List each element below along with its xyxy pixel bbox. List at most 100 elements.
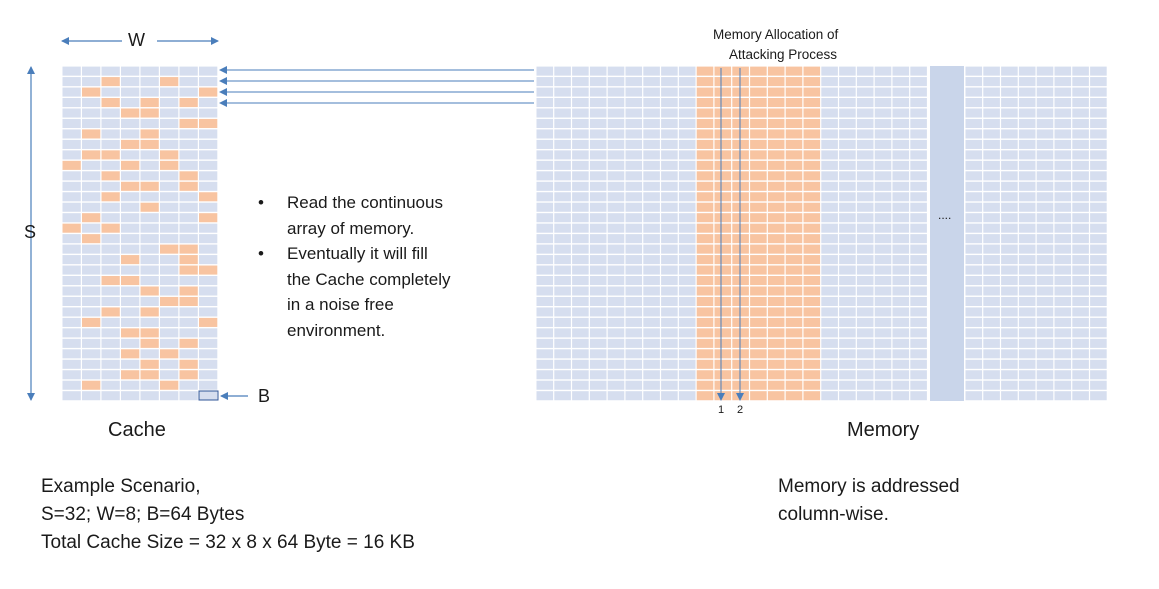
memory-cell-allocated bbox=[803, 118, 821, 129]
cache-cell-occupied bbox=[140, 139, 159, 149]
memory-cell bbox=[874, 328, 892, 338]
cache-cell bbox=[140, 234, 159, 244]
memory-cell bbox=[1018, 213, 1036, 223]
memory-cell-allocated bbox=[785, 150, 803, 160]
cache-cell bbox=[101, 286, 120, 296]
memory-cell bbox=[856, 118, 874, 129]
memory-cell bbox=[1054, 317, 1072, 327]
cache-cell bbox=[62, 349, 81, 359]
cache-cell-occupied bbox=[82, 129, 101, 139]
memory-cell bbox=[821, 192, 838, 202]
memory-addressing-note: Memory is addressed column-wise. bbox=[778, 473, 960, 529]
memory-cell bbox=[1072, 317, 1089, 327]
memory-cell-allocated bbox=[785, 171, 803, 181]
memory-cell bbox=[983, 66, 1000, 76]
memory-cell bbox=[589, 66, 607, 76]
memory-cell bbox=[910, 150, 927, 160]
memory-cell bbox=[910, 213, 927, 223]
memory-cell-allocated bbox=[714, 296, 732, 307]
memory-cell-allocated bbox=[732, 192, 749, 202]
memory-cell-allocated bbox=[803, 286, 821, 296]
memory-cell bbox=[1054, 139, 1072, 149]
memory-cell bbox=[965, 160, 983, 170]
cache-cell-occupied bbox=[82, 234, 101, 244]
memory-cell bbox=[625, 181, 643, 191]
memory-cell bbox=[661, 139, 678, 149]
memory-cell bbox=[572, 317, 589, 327]
memory-cell-allocated bbox=[732, 87, 749, 97]
cache-cell bbox=[62, 391, 81, 401]
memory-cell bbox=[607, 349, 625, 359]
memory-cell bbox=[1001, 129, 1018, 139]
memory-cell bbox=[1036, 255, 1054, 265]
memory-cell bbox=[572, 77, 589, 87]
memory-cell-allocated bbox=[696, 349, 714, 359]
bullet-item: Eventually it will fill the Cache comple… bbox=[258, 241, 498, 343]
memory-cell-allocated bbox=[714, 202, 732, 212]
memory-cell bbox=[910, 349, 927, 359]
memory-cell-allocated bbox=[803, 244, 821, 254]
memory-cell bbox=[678, 171, 696, 181]
memory-cell bbox=[536, 359, 554, 369]
memory-cell bbox=[910, 265, 927, 275]
memory-cell bbox=[572, 276, 589, 286]
memory-cell bbox=[607, 255, 625, 265]
cache-cell bbox=[121, 307, 140, 317]
memory-cell bbox=[1018, 338, 1036, 348]
memory-cell-allocated bbox=[714, 338, 732, 348]
memory-cell-allocated bbox=[767, 108, 785, 118]
memory-cell bbox=[1090, 213, 1107, 223]
memory-cell bbox=[572, 181, 589, 191]
memory-cell bbox=[965, 349, 983, 359]
memory-cell bbox=[1072, 87, 1089, 97]
memory-cell bbox=[874, 370, 892, 380]
memory-cell bbox=[625, 265, 643, 275]
memory-cell-allocated bbox=[767, 255, 785, 265]
cache-cell bbox=[62, 192, 81, 202]
memory-cell bbox=[910, 108, 927, 118]
cache-cell bbox=[101, 255, 120, 265]
cache-cell bbox=[121, 317, 140, 327]
memory-cell bbox=[678, 77, 696, 87]
memory-cell-allocated bbox=[714, 213, 732, 223]
memory-cell bbox=[661, 108, 678, 118]
cache-cell bbox=[199, 181, 218, 191]
memory-cell bbox=[643, 192, 660, 202]
memory-cell bbox=[589, 370, 607, 380]
memory-cell bbox=[874, 98, 892, 108]
cache-cell bbox=[179, 139, 198, 149]
memory-cell bbox=[643, 213, 660, 223]
memory-cell bbox=[892, 181, 910, 191]
memory-cell-allocated bbox=[767, 370, 785, 380]
memory-cell bbox=[1036, 77, 1054, 87]
memory-cell-allocated bbox=[750, 213, 767, 223]
memory-cell bbox=[572, 359, 589, 369]
cache-cell bbox=[140, 160, 159, 170]
memory-cell bbox=[589, 223, 607, 233]
memory-cell bbox=[554, 370, 571, 380]
memory-cell bbox=[589, 338, 607, 348]
memory-cell bbox=[572, 244, 589, 254]
cache-cell bbox=[179, 202, 198, 212]
memory-cell-allocated bbox=[714, 66, 732, 76]
memory-cell-allocated bbox=[785, 118, 803, 129]
memory-cell bbox=[607, 160, 625, 170]
cache-cell bbox=[140, 255, 159, 265]
cache-cell bbox=[199, 328, 218, 338]
memory-cell-allocated bbox=[767, 171, 785, 181]
memory-cell bbox=[607, 181, 625, 191]
memory-cell bbox=[572, 380, 589, 390]
memory-cell bbox=[1072, 244, 1089, 254]
memory-cell bbox=[965, 192, 983, 202]
memory-cell bbox=[678, 380, 696, 390]
memory-cell-allocated bbox=[696, 87, 714, 97]
memory-cell bbox=[1090, 108, 1107, 118]
memory-cell-allocated bbox=[767, 223, 785, 233]
memory-cell-allocated bbox=[803, 307, 821, 317]
cache-cell bbox=[160, 307, 179, 317]
memory-cell bbox=[910, 328, 927, 338]
memory-cell-allocated bbox=[785, 234, 803, 244]
memory-cell-allocated bbox=[732, 370, 749, 380]
memory-cell bbox=[643, 108, 660, 118]
memory-cell-allocated bbox=[803, 192, 821, 202]
